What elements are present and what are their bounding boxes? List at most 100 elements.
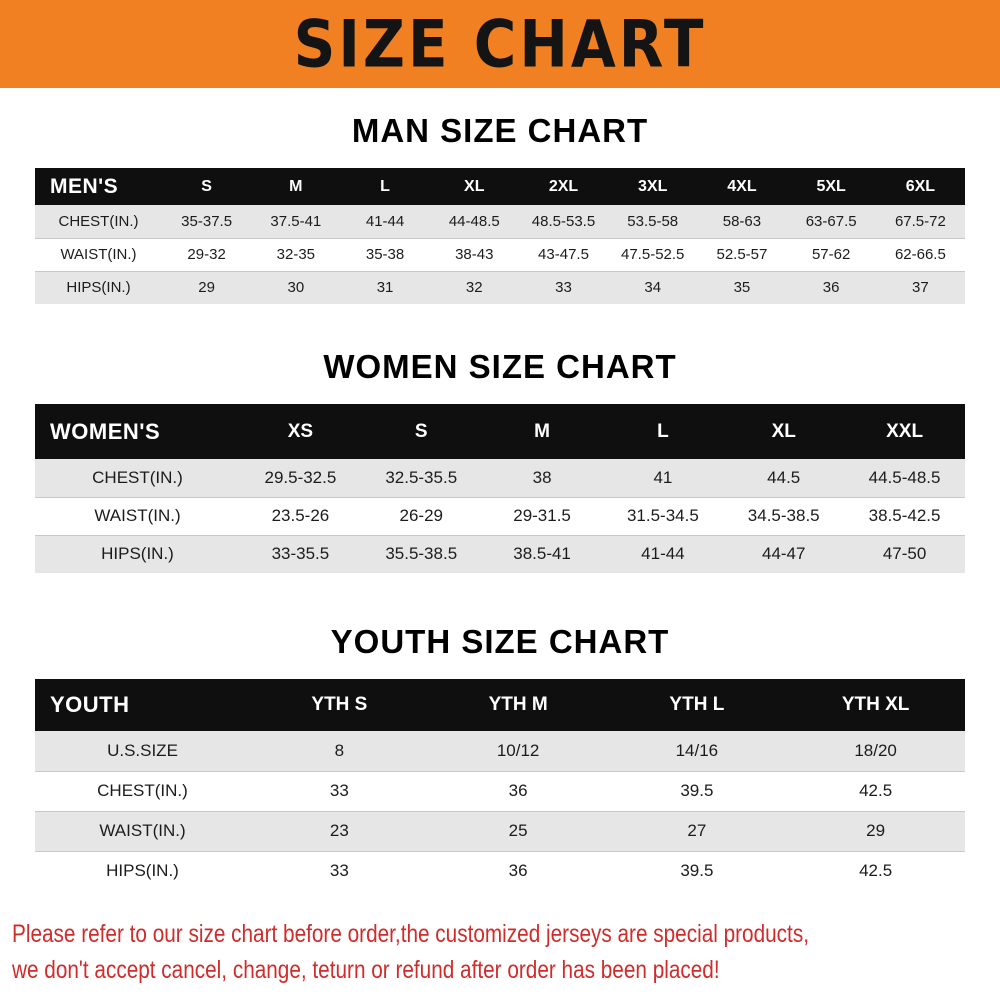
women-size-table: WOMEN'S XS S M L XL XXL CHEST(IN.) 29.5-32.5 32.5… [35,404,965,573]
size-column-header: YTH XL [786,679,965,731]
value-cell: 58-63 [722,212,762,230]
row-label-cell: WAIST(IN.) [99,821,186,840]
value-cell: 41 [653,467,673,487]
value-cell: 52.5-57 [716,246,768,263]
size-column-header: L [340,168,430,205]
header-row: MEN'S S M L XL 2XL 3XL 4XL 5XL 6XL [35,168,965,205]
disclaimer-line-2: we don't accept cancel, change, teturn o… [12,955,720,984]
value-cell: 33 [329,781,349,800]
value-cell: 36 [508,781,528,800]
row-label-cell: HIPS(IN.) [66,279,131,297]
measurement-row: WAIST(IN.) 23 25 27 29 [35,811,965,851]
size-column-header: 3XL [608,168,698,205]
measurement-row: HIPS(IN.) 33-35.5 35.5-38.5 38.5-41 41-44 44-… [35,535,965,573]
value-cell: 38.5-41 [513,544,571,564]
value-cell: 63-67.5 [805,212,857,230]
value-cell: 44.5-48.5 [868,467,941,487]
value-cell: 23.5-26 [271,506,330,525]
value-cell: 33-35.5 [271,544,330,564]
value-cell: 18/20 [854,740,897,760]
value-cell: 35.5-38.5 [385,544,458,564]
value-cell: 10/12 [496,740,540,760]
disclaimer-line-1: Please refer to our size chart before or… [12,920,809,948]
size-column-header: YTH M [428,679,608,731]
value-cell: 47-50 [882,544,927,564]
size-column-header: XL [723,404,845,459]
row-label-cell: HIPS(IN.) [106,861,179,881]
value-cell: 38 [532,467,552,487]
measurement-row: HIPS(IN.) 29 30 31 32 33 34 35 36 37 [35,271,965,304]
size-column-header: YTH S [250,679,429,731]
measurement-row: U.S.SIZE 8 10/12 14/16 18/20 [35,731,965,771]
value-cell: 33 [329,861,349,881]
man-size-heading: MAN SIZE CHART [351,112,649,149]
measurement-row: CHEST(IN.) 29.5-32.5 32.5-35.5 38 41 44.5 44.5… [35,459,965,497]
title-banner: SIZE CHART [0,0,1000,88]
size-column-header: M [251,168,341,205]
value-cell: 33 [555,279,572,297]
size-column-header: 5XL [786,168,876,205]
value-cell: 31 [376,279,394,297]
header-row: YOUTH YTH S YTH M YTH L YTH XL [35,679,965,731]
value-cell: 35 [733,279,751,297]
size-column-header: XS [240,404,361,459]
value-cell: 39.5 [680,861,714,881]
value-cell: 43-47.5 [538,246,589,263]
size-column-header: S [162,168,252,205]
page-title: SIZE CHART [293,5,707,83]
value-cell: 34 [644,279,662,297]
value-cell: 31.5-34.5 [626,506,699,525]
value-cell: 29-31.5 [513,506,571,525]
row-label-cell: HIPS(IN.) [101,544,174,564]
size-column-header: 4XL [697,168,787,205]
value-cell: 23 [329,821,349,840]
value-cell: 38.5-42.5 [868,506,941,525]
value-cell: 8 [334,740,345,760]
header-row: WOMEN'S XS S M L XL XXL [35,404,965,459]
value-cell: 36 [508,861,528,881]
youth-size-table: YOUTH YTH S YTH M YTH L YTH XL U.S.SIZE 8 10/12… [35,679,965,891]
value-cell: 36 [822,279,840,297]
women-size-section: WOMEN SIZE CHART WOMEN'S XS S M L XL XXL CHEST(… [0,348,1000,573]
measurement-row: HIPS(IN.) 33 36 39.5 42.5 [35,851,965,891]
value-cell: 62-66.5 [894,246,946,263]
row-label-cell: CHEST(IN.) [97,781,188,800]
youth-size-heading: YOUTH SIZE CHART [330,623,670,660]
value-cell: 37 [912,279,929,297]
disclaimer: Please refer to our size chart before or… [12,917,1000,988]
measurement-row: CHEST(IN.) 33 36 39.5 42.5 [35,771,965,811]
measurement-row: WAIST(IN.) 29-32 32-35 35-38 38-43 43-47.5 47.… [35,238,965,271]
value-cell: 53.5-58 [627,212,679,230]
row-label-cell: WAIST(IN.) [94,506,181,525]
row-label-cell: CHEST(IN.) [58,212,139,230]
size-column-header: 6XL [875,168,965,205]
value-cell: 14/16 [675,740,719,760]
value-cell: 38-43 [455,246,494,263]
value-cell: 39.5 [680,781,714,800]
value-cell: 30 [287,279,305,297]
value-cell: 25 [508,821,528,840]
value-cell: 26-29 [399,506,443,525]
man-size-section: MAN SIZE CHART MEN'S S M L XL 2XL 3XL 4XL 5XL 6XL… [0,112,1000,304]
row-label-cell: WAIST(IN.) [60,246,137,263]
value-cell: 41-44 [365,212,405,230]
value-cell: 35-37.5 [181,212,233,230]
youth-size-section: YOUTH SIZE CHART YOUTH YTH S YTH M YTH L YTH… [0,623,1000,891]
size-column-header: M [481,404,603,459]
value-cell: 42.5 [859,861,893,881]
value-cell: 44-47 [761,544,806,564]
value-cell: 48.5-53.5 [531,212,596,230]
size-column-header: S [360,404,482,459]
size-column-header: XXL [844,404,965,459]
value-cell: 44-48.5 [448,212,500,230]
row-label-cell: CHEST(IN.) [92,467,183,487]
measurement-row: CHEST(IN.) 35-37.5 37.5-41 41-44 44-48.5 48.5… [35,205,965,238]
women-size-heading: WOMEN SIZE CHART [323,348,677,385]
value-cell: 44.5 [767,467,801,487]
value-cell: 34.5-38.5 [747,506,820,525]
value-cell: 29-32 [187,246,226,263]
value-cell: 32-35 [276,246,316,263]
value-cell: 29.5-32.5 [264,467,337,487]
size-column-header: 2XL [518,168,609,205]
